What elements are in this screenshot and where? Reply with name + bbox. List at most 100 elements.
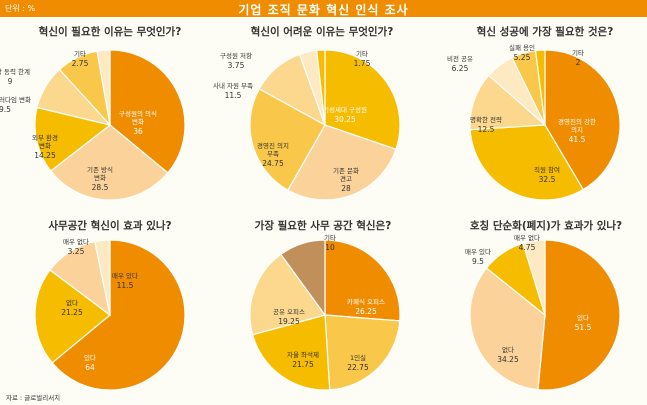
slice-label: 매우 있다 (465, 247, 491, 256)
slice-value: 34.25 (497, 355, 519, 364)
slice-value: 3.25 (68, 247, 85, 256)
pie-slice (534, 49, 546, 126)
pie-slice (96, 49, 111, 126)
panel-title-3: 혁신 성공에 가장 필요한 것은? (476, 26, 614, 38)
slice-label: 기타 (74, 49, 86, 58)
slice-label: 기존 문화 (333, 166, 359, 175)
pie-slice (34, 269, 111, 364)
pie-slice (249, 253, 326, 336)
slice-label: 1인실 (350, 353, 366, 362)
slice-value: 32.5 (539, 175, 556, 184)
slice-value: 1.75 (354, 59, 371, 68)
slice-value: 64 (85, 363, 95, 372)
slice-value: 36 (133, 127, 143, 136)
pie-slice (522, 239, 546, 316)
slice-label: 없다 (502, 345, 514, 354)
pie-slice (49, 124, 169, 201)
panel-title-6: 호칭 단순화(폐지)가 효과가 있나? (469, 220, 623, 232)
pie-slice (251, 314, 331, 391)
pie-slice (280, 239, 326, 317)
slice-value: 21.25 (61, 308, 83, 317)
slice-label: 변화 (94, 174, 106, 182)
main-title: 기업 조직 문화 혁신 인식 조사 (238, 3, 409, 17)
slice-label: 기타 (356, 49, 368, 58)
slice-value: 9 (8, 77, 13, 86)
unit-label: 단위 : % (5, 4, 36, 13)
slice-value: 21.75 (292, 360, 314, 369)
slice-label: 구성원의 의식 (119, 109, 157, 118)
slice-label: 의지 (571, 125, 583, 134)
pie-slice (34, 106, 112, 172)
slice-label: 사내 자원 부족 (213, 81, 253, 90)
pie-slice (469, 74, 547, 131)
slice-value: 12.5 (478, 125, 495, 134)
slice-label: 매우 없다 (514, 233, 540, 242)
slice-label: 기타 (324, 233, 336, 242)
slice-label: 구성원 저항 (220, 51, 252, 60)
pie-slice (544, 49, 621, 191)
slice-label: 매우 있다 (112, 271, 138, 280)
pie-slice (51, 239, 186, 391)
pie-slice (324, 314, 401, 391)
panel-title-5: 가장 필요한 사무 공간 혁신은? (254, 220, 392, 232)
slice-value: 41.5 (569, 135, 586, 144)
panel-title-4: 사무공간 혁신이 효과 있나? (48, 220, 172, 232)
slice-label: 기타 (572, 48, 584, 57)
slice-value: 2.75 (72, 59, 89, 68)
slice-value: 51.5 (575, 323, 592, 332)
pie-slice (94, 239, 111, 316)
slice-label: 견고 (340, 174, 352, 183)
slice-label: 산업 패러다임 변화 (0, 95, 31, 104)
slice-label: 변화 (39, 142, 51, 150)
slice-value: 9.5 (472, 257, 484, 266)
slice-label: 경영진의 강한 (558, 117, 596, 126)
slice-label: 공유 오피스 (273, 307, 305, 316)
slice-value: 11.5 (225, 91, 242, 100)
slice-value: 24.75 (262, 159, 284, 168)
slice-label: 부족 (267, 150, 279, 158)
slice-value: 19.25 (278, 317, 300, 326)
slice-value: 5.25 (514, 53, 531, 62)
panel-title-2: 혁신이 어려운 이유는 무엇인가? (250, 26, 394, 38)
slice-label: 카페식 오피스 (347, 297, 385, 306)
slice-value: 30.25 (334, 115, 356, 124)
pie-slice (537, 239, 621, 391)
pie-slice (469, 267, 546, 391)
slice-label: 있다 (84, 353, 96, 362)
slice-label: 없다 (66, 298, 78, 307)
slice-label: 있다 (577, 313, 589, 322)
header-bar: 단위 : % 기업 조직 문화 혁신 인식 조사 (0, 0, 647, 17)
slice-label: 기존 방식 (87, 165, 113, 174)
slice-label: 변화 (132, 118, 144, 126)
slice-label: 경영진 의지 (257, 141, 289, 150)
pie-slice (324, 49, 401, 151)
slice-label: 명확한 전략 (470, 115, 502, 124)
slice-label: 매우 없다 (63, 237, 89, 246)
slice-value: 6.25 (452, 64, 469, 73)
slice-value: 2 (576, 58, 581, 67)
slice-value: 10 (325, 243, 335, 252)
pie-slice (249, 88, 326, 191)
slice-label: 실패 용인 (509, 43, 535, 52)
slice-label: 외부 환경 (32, 133, 58, 142)
pie-slice (324, 239, 401, 322)
pie-slice (469, 124, 585, 201)
pie-slice (109, 49, 186, 174)
slice-value: 28.5 (92, 183, 109, 192)
slice-value: 3.75 (228, 61, 245, 70)
slice-value: 28 (341, 184, 351, 193)
slice-value: 22.75 (347, 363, 369, 372)
slice-label: 자율 좌석제 (287, 350, 319, 359)
slice-value: 4.75 (519, 243, 536, 252)
slice-value: 26.25 (355, 307, 377, 316)
slice-value: 9.5 (0, 105, 11, 114)
slice-label: 직원 참여 (534, 165, 560, 174)
slice-value: 11.5 (117, 281, 134, 290)
pie-slice (316, 49, 326, 126)
